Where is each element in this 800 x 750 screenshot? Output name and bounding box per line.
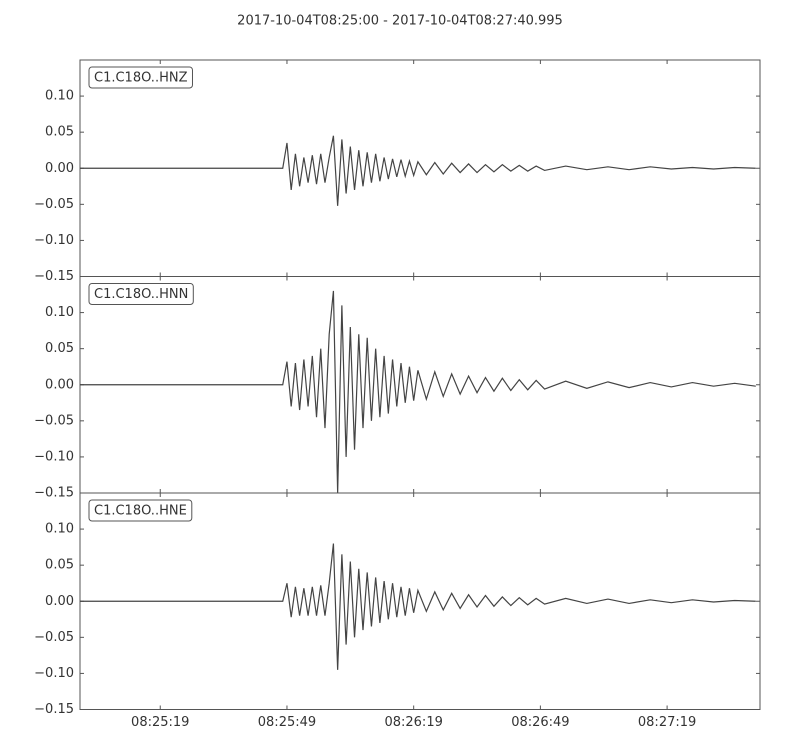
y-tick-label: 0.00 [45,594,74,609]
y-tick-label: 0.10 [45,305,74,320]
trace-label: C1.C18O..HNE [94,504,187,519]
y-tick-label: −0.10 [34,666,74,681]
trace-label-box [88,499,193,522]
trace-label-box [88,283,194,305]
waveform [80,135,756,206]
x-tick-label: 08:26:19 [384,715,442,730]
y-tick-label: −0.15 [34,702,74,717]
y-tick-label: 0.00 [45,161,74,176]
y-tick-label: −0.10 [34,233,74,248]
y-tick-label: 0.10 [45,522,74,537]
waveform [80,290,756,494]
x-tick-label: 08:27:19 [638,715,696,730]
x-tick-label: 08:25:49 [258,715,316,730]
y-tick-label: 0.05 [45,558,74,573]
trace-label: C1.C18O..HNN [94,287,188,302]
y-tick-label: −0.15 [34,486,74,501]
y-tick-label: 0.00 [45,377,74,392]
y-tick-label: −0.05 [34,413,74,428]
trace-label: C1.C18O..HNZ [94,71,188,86]
y-tick-label: −0.05 [34,630,74,645]
y-tick-label: −0.05 [34,197,74,212]
x-tick-label: 08:26:49 [511,715,569,730]
trace-label-box [88,66,193,89]
y-tick-label: 0.05 [45,341,74,356]
y-tick-label: −0.15 [34,269,74,284]
chart-title: 2017-10-04T08:25:00 - 2017-10-04T08:27:4… [237,14,563,29]
x-tick-label: 08:25:19 [131,715,189,730]
y-tick-label: 0.10 [45,89,74,104]
y-tick-label: −0.10 [34,449,74,464]
waveform [80,543,756,670]
y-tick-label: 0.05 [45,125,74,140]
